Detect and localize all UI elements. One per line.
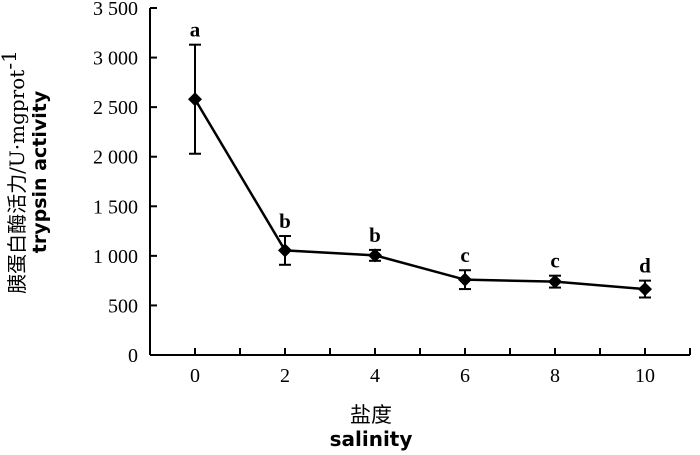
axes bbox=[149, 8, 690, 356]
data-point-marker bbox=[368, 248, 382, 263]
x-tick-label: 6 bbox=[460, 365, 470, 387]
significance-label: b bbox=[279, 209, 291, 233]
y-tick-label: 2 500 bbox=[93, 97, 138, 119]
x-tick-label: 8 bbox=[550, 365, 560, 387]
labels: a b b c c d bbox=[190, 18, 651, 278]
y-tick-label: 3 500 bbox=[93, 0, 138, 20]
y-tick-label: 2 000 bbox=[93, 147, 138, 169]
y-axis-title-group: 胰蛋白酶活力/U·mgprot-1 bbox=[0, 50, 29, 294]
x-axis-title-english: salinity bbox=[330, 427, 413, 451]
significance-label: b bbox=[369, 223, 381, 247]
x-axis-title-chinese: 盐度 bbox=[350, 403, 392, 427]
y-axis-title-chinese-main: 胰蛋白酶活力/U·mgprot bbox=[5, 70, 29, 294]
y-axis-title-superscript: -1 bbox=[0, 50, 21, 69]
data-point-marker bbox=[548, 274, 562, 289]
y-tick-label: 3 000 bbox=[93, 48, 138, 70]
series bbox=[188, 43, 652, 299]
x-tick-label: 0 bbox=[190, 365, 200, 387]
significance-label: d bbox=[639, 254, 651, 278]
ticks: 0 500 1 000 1 500 2 000 2 500 3 000 3 500 0 2 4 6 8 1… bbox=[93, 0, 691, 387]
y-tick-label: 0 bbox=[128, 345, 138, 367]
data-point-marker bbox=[638, 282, 652, 297]
x-tick-label: 2 bbox=[280, 365, 290, 387]
y-tick-label: 1 000 bbox=[93, 246, 138, 268]
x-tick-label: 10 bbox=[635, 365, 655, 387]
y-axis-title-english-group: trypsin activity bbox=[29, 90, 51, 253]
series-line bbox=[193, 98, 646, 291]
significance-label: c bbox=[550, 249, 559, 273]
y-tick-label: 500 bbox=[108, 295, 138, 317]
significance-label: a bbox=[190, 18, 201, 42]
y-tick-label: 1 500 bbox=[93, 196, 138, 218]
x-tick-label: 4 bbox=[370, 365, 380, 387]
data-point-marker bbox=[458, 272, 472, 287]
significance-label: c bbox=[460, 243, 469, 267]
y-axis-title-english: trypsin activity bbox=[29, 90, 51, 253]
y-axis-title-chinese: 胰蛋白酶活力/U·mgprot-1 bbox=[0, 50, 29, 294]
data-point-marker bbox=[188, 92, 202, 107]
data-point-marker bbox=[278, 243, 292, 258]
